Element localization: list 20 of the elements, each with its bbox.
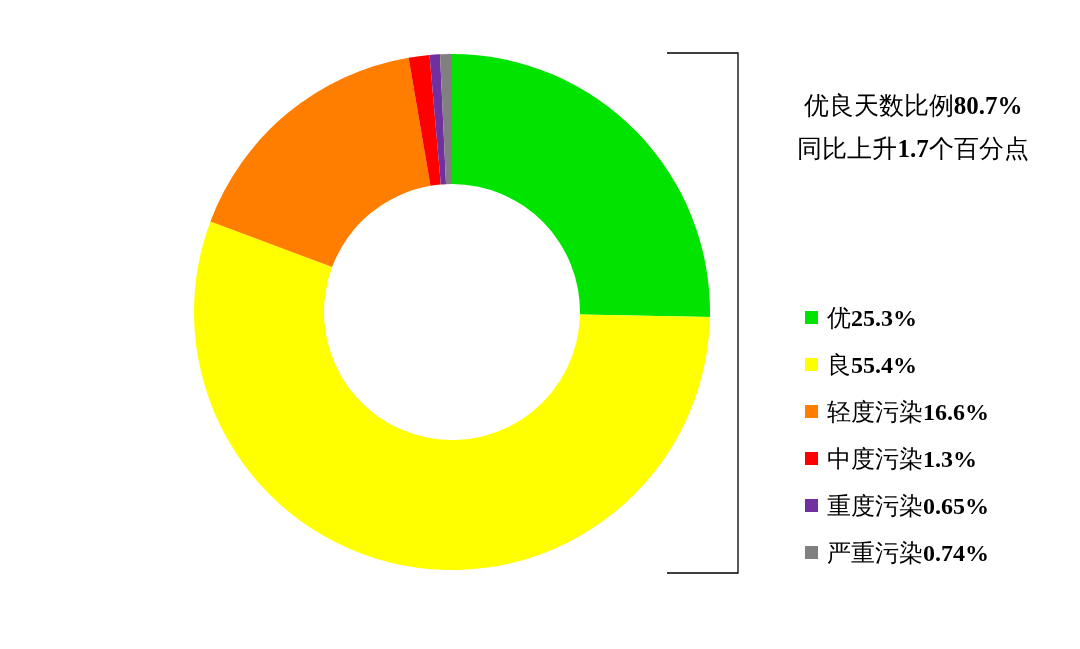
text: 优良天数比例80.7% xyxy=(803,91,1023,119)
data-label: 55.4% xyxy=(851,352,917,379)
text: 同比上升1.7个百分点 xyxy=(797,134,1029,162)
legend-label: 优 xyxy=(827,305,851,332)
legend-label: 重度污染 xyxy=(827,493,923,520)
legend-label: 轻度污染 xyxy=(827,399,923,426)
data-label: 1.3% xyxy=(923,446,977,473)
legend-label: 良 xyxy=(827,352,851,379)
data-label: 0.65% xyxy=(923,493,989,520)
donut-slice xyxy=(440,54,452,185)
donut-slice xyxy=(210,57,431,268)
legend-label: 严重污染 xyxy=(827,540,923,567)
legend-label: 中度污染 xyxy=(827,446,923,473)
donut-slice xyxy=(194,221,710,570)
donut-slice xyxy=(408,54,441,186)
donut-slice xyxy=(429,54,447,185)
data-label: 25.3% xyxy=(851,305,917,332)
donut-slice xyxy=(452,54,710,317)
data-label: 0.74% xyxy=(923,540,989,567)
data-label: 16.6% xyxy=(923,399,989,426)
